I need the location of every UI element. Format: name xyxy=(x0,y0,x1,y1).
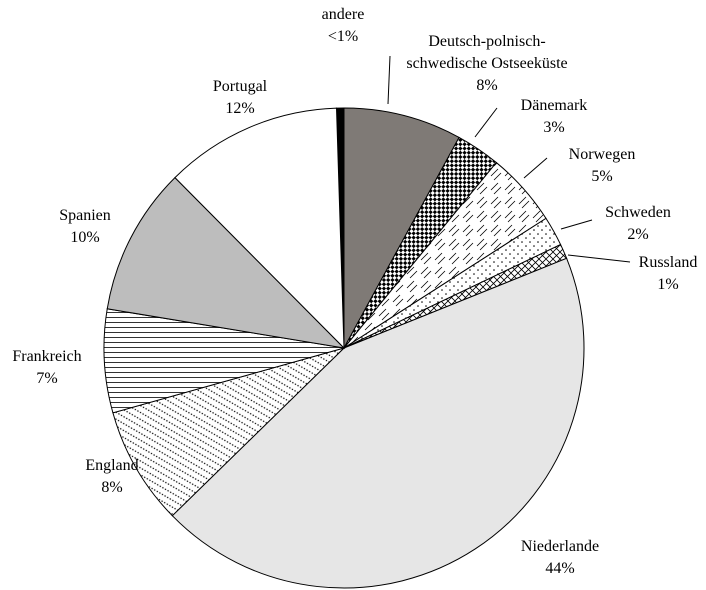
value-label: 44% xyxy=(545,560,575,577)
value-label: <1% xyxy=(327,28,359,45)
slice xyxy=(106,176,346,349)
slices xyxy=(103,107,585,589)
slice xyxy=(174,107,345,350)
slice-label: England xyxy=(85,457,139,474)
leader-line xyxy=(474,107,498,138)
value-label: 10% xyxy=(70,229,100,246)
slice xyxy=(103,308,345,414)
leader-line xyxy=(560,219,593,230)
slice-label: Frankreich xyxy=(12,348,82,365)
slice xyxy=(343,107,460,349)
value-label: 3% xyxy=(543,119,565,136)
value-label: 8% xyxy=(101,479,123,496)
value-label: 8% xyxy=(476,77,498,94)
value-label: 7% xyxy=(36,370,58,387)
slice-label: Dänemark xyxy=(520,97,588,114)
value-label: 5% xyxy=(591,168,613,185)
slice-label: Norwegen xyxy=(568,146,636,163)
slice-label: Russland xyxy=(638,254,698,271)
slice-label: Spanien xyxy=(59,207,111,224)
slice-label: andere xyxy=(321,6,365,23)
value-label: 12% xyxy=(225,100,255,117)
leader-line xyxy=(567,254,631,263)
slice-label: Schweden xyxy=(605,204,671,221)
value-label: 2% xyxy=(627,226,649,243)
leader-line xyxy=(523,157,548,179)
value-label: 1% xyxy=(657,276,679,293)
slice-label: Portugal xyxy=(212,78,268,95)
slice xyxy=(112,347,345,517)
slice-label: Deutsch-polnisch- schwedische Ostseeküst… xyxy=(406,33,568,72)
leaders xyxy=(387,55,631,263)
slice-label: Niederlande xyxy=(520,538,600,555)
leader-line xyxy=(387,55,391,105)
slice xyxy=(171,257,585,589)
